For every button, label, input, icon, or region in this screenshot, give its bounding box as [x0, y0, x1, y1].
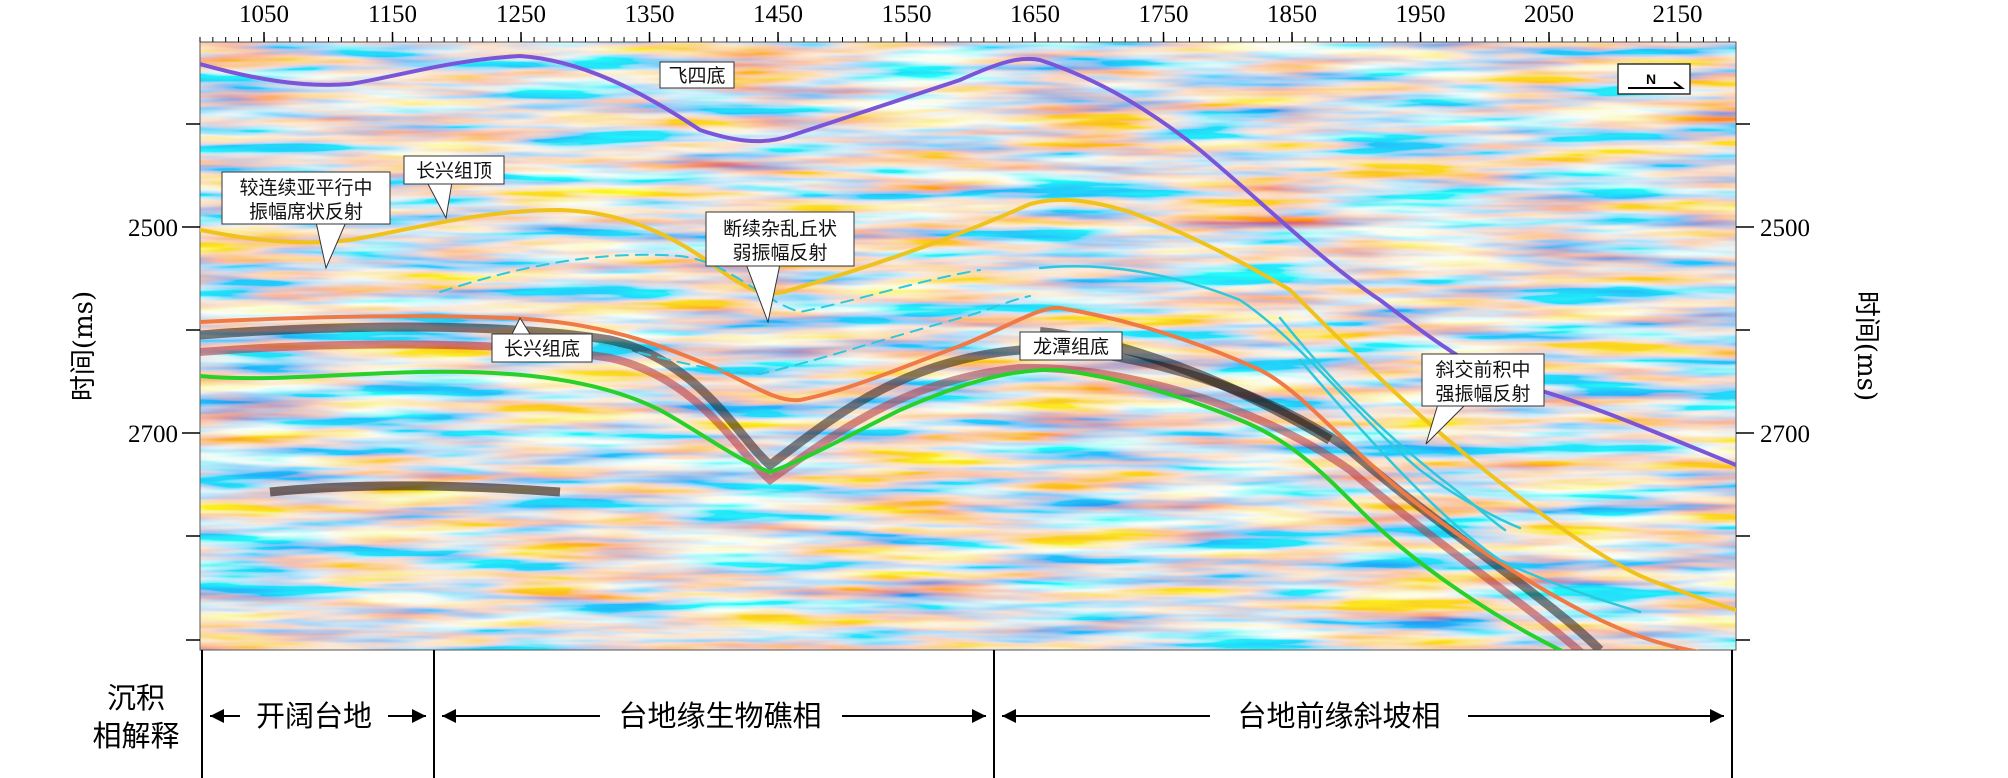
annotation-box-mound	[705, 211, 855, 267]
y-axis-tick-label-right: 2700	[1760, 421, 1810, 448]
horizon-feisi-base	[200, 54, 1736, 467]
north-arrow-label: N	[1646, 71, 1656, 87]
label-changxing-base: 长兴组底	[504, 338, 580, 360]
seismic-panel	[200, 42, 1736, 650]
y-axis-title-left: 时间(ms)	[69, 291, 99, 401]
facies-zone-open-platform: 开阔台地	[256, 699, 372, 733]
annotation-mound-line2: 弱振幅反射	[732, 242, 827, 264]
arrowhead-right-icon	[1710, 709, 1724, 723]
y-axes: 2500 2500 2700 2700	[128, 123, 1810, 641]
facies-row-title-line2: 相解释	[92, 719, 179, 753]
x-axis-tick-label: 1750	[1139, 1, 1189, 28]
seismic-frame	[199, 41, 1737, 651]
facies-row: 沉积 相解释 开阔台地 台地缘生物礁相 台地前缘斜坡相	[92, 650, 1733, 778]
horizon-labels: 飞四底 长兴组顶 长兴组底 龙潭组底	[403, 61, 1123, 363]
label-feisi-base: 飞四底	[668, 65, 725, 87]
x-axis-tick-label: 1650	[1010, 1, 1060, 28]
label-box-longtan	[1019, 331, 1123, 361]
x-axis-tick-label: 2050	[1524, 1, 1574, 28]
north-arrow-icon	[1628, 81, 1685, 89]
x-axis-tick-label: 1450	[753, 1, 803, 28]
label-box-changxing-top	[403, 155, 505, 185]
clinoform-1	[1038, 265, 1522, 530]
y-axis-tick-label-right: 2500	[1760, 215, 1810, 242]
north-arrow: N	[1617, 63, 1691, 95]
x-axis-tick-label: 1850	[1267, 1, 1317, 28]
mound-reflector-lower	[579, 295, 1031, 375]
annotation-parallel-line1: 较连续亚平行中	[239, 177, 372, 199]
annotation-oblique-line1: 斜交前积中	[1435, 359, 1530, 381]
arrowhead-left-icon	[210, 709, 224, 723]
y-axis-tick-label-left: 2700	[128, 421, 178, 448]
facies-row-title-line1: 沉积	[107, 681, 165, 715]
reflector-band-3	[269, 481, 561, 497]
annotation-box-parallel	[221, 171, 391, 225]
facies-zone-reef: 台地缘生物礁相	[618, 699, 821, 733]
annotation-parallel-line2: 振幅席状反射	[249, 201, 363, 223]
annotation-oblique-line2: 强振幅反射	[1435, 383, 1530, 405]
arrowhead-left-icon	[1002, 709, 1016, 723]
label-box-changxing-base	[491, 333, 593, 363]
horizon-changxing-top	[200, 197, 1736, 612]
x-axis-tick-label: 1950	[1396, 1, 1446, 28]
arrowhead-left-icon	[442, 709, 456, 723]
clinoform-3	[1298, 358, 1642, 614]
mound-reflector-upper	[439, 253, 981, 313]
annotation-box-oblique	[1421, 353, 1545, 407]
facies-zone-slope: 台地前缘斜坡相	[1237, 699, 1440, 733]
x-axis-tick-label: 1150	[368, 1, 417, 28]
horizons	[200, 54, 1736, 650]
label-changxing-top: 长兴组顶	[416, 160, 492, 182]
y-axis-tick-label-left: 2500	[128, 215, 178, 242]
reflection-annotations: 较连续亚平行中 振幅席状反射 断续杂乱丘状 弱振幅反射 斜交前积中 强振幅反射	[221, 171, 1545, 445]
x-axis-tick-label: 2150	[1653, 1, 1703, 28]
arrowhead-right-icon	[972, 709, 986, 723]
clinoform-2	[1278, 316, 1507, 532]
x-axis-tick-label: 1550	[882, 1, 932, 28]
annotation-mound-line1: 断续杂乱丘状	[723, 218, 837, 240]
horizon-changxing-base	[200, 305, 1700, 650]
x-axis-top: 1050 1150 1250 1350 1450 1550 1650 1750 1850 1950…	[199, 1, 1730, 42]
label-longtan-base: 龙潭组底	[1033, 336, 1109, 358]
y-axis-title-right: 时间(ms)	[1851, 291, 1881, 401]
x-axis-tick-label: 1350	[625, 1, 675, 28]
label-box-feisi	[659, 61, 735, 89]
horizon-longtan-base	[200, 367, 1565, 650]
x-axis-tick-label: 1050	[239, 1, 289, 28]
x-axis-tick-label: 1250	[496, 1, 546, 28]
arrowhead-right-icon	[412, 709, 426, 723]
